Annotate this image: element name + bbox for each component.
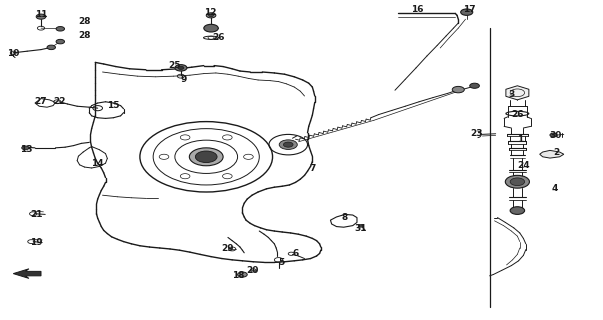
Text: 27: 27 — [35, 97, 47, 106]
Polygon shape — [506, 86, 529, 100]
Circle shape — [461, 9, 473, 15]
Polygon shape — [540, 150, 564, 158]
Circle shape — [56, 27, 65, 31]
Text: 15: 15 — [107, 101, 119, 110]
Text: 8: 8 — [342, 213, 348, 222]
Circle shape — [510, 207, 525, 214]
Circle shape — [36, 14, 46, 19]
Text: 18: 18 — [232, 271, 244, 280]
Circle shape — [550, 133, 557, 137]
Circle shape — [238, 272, 247, 277]
Circle shape — [175, 65, 187, 71]
Circle shape — [178, 66, 184, 69]
Text: 6: 6 — [292, 249, 298, 258]
Text: 21: 21 — [30, 210, 42, 219]
Text: 13: 13 — [20, 145, 32, 154]
Circle shape — [283, 142, 293, 147]
Circle shape — [56, 39, 65, 44]
Circle shape — [209, 14, 213, 17]
Circle shape — [189, 148, 223, 166]
Text: 24: 24 — [517, 161, 529, 170]
Text: 12: 12 — [204, 8, 216, 17]
Text: 14: 14 — [92, 159, 104, 168]
Text: 28: 28 — [78, 31, 90, 40]
Text: 25: 25 — [169, 61, 181, 70]
Text: 19: 19 — [30, 238, 42, 247]
Text: 17: 17 — [463, 5, 475, 14]
Text: 2: 2 — [553, 148, 559, 157]
Text: 3: 3 — [508, 90, 514, 99]
Circle shape — [470, 83, 479, 88]
Circle shape — [22, 146, 29, 150]
Circle shape — [452, 86, 464, 93]
Text: 7: 7 — [309, 164, 315, 173]
Circle shape — [47, 45, 55, 50]
Text: 30: 30 — [550, 131, 562, 140]
Circle shape — [358, 225, 363, 227]
Text: 4: 4 — [552, 184, 558, 193]
Circle shape — [505, 175, 529, 188]
Circle shape — [195, 151, 217, 163]
Text: 31: 31 — [355, 224, 367, 233]
Text: 10: 10 — [7, 49, 19, 58]
Text: 1: 1 — [517, 135, 523, 144]
Circle shape — [206, 13, 216, 18]
Text: 22: 22 — [53, 97, 65, 106]
Text: 16: 16 — [411, 5, 423, 14]
Text: 23: 23 — [470, 129, 482, 138]
Circle shape — [510, 178, 525, 186]
Text: 29: 29 — [222, 244, 234, 253]
Text: 5: 5 — [278, 258, 284, 267]
Text: 9: 9 — [181, 75, 187, 84]
Text: 20: 20 — [246, 266, 258, 275]
Text: 28: 28 — [78, 17, 90, 26]
Polygon shape — [13, 269, 41, 278]
Text: 26: 26 — [212, 33, 224, 42]
Circle shape — [279, 140, 297, 149]
Circle shape — [204, 24, 218, 32]
Text: 26: 26 — [511, 110, 523, 119]
Text: 11: 11 — [35, 10, 47, 19]
